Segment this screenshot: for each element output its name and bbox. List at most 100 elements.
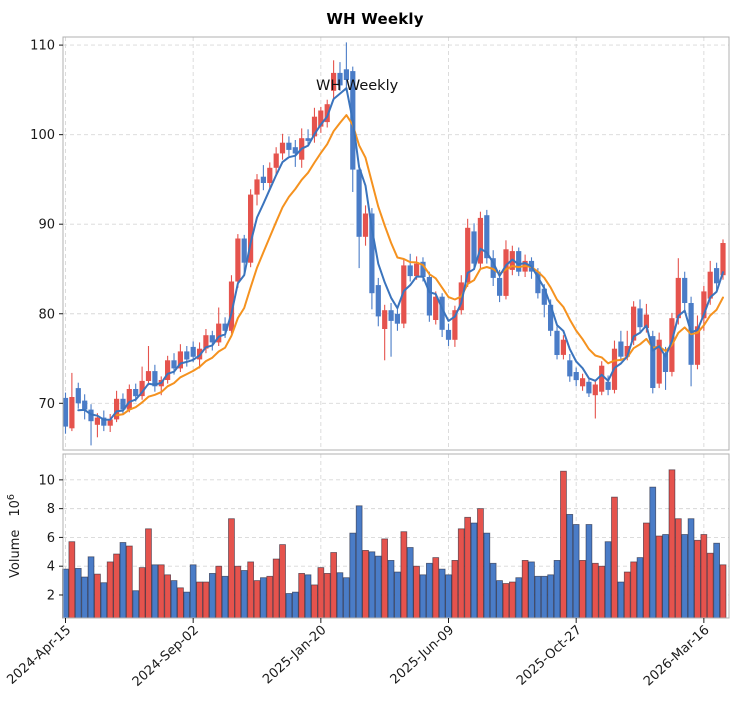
volume-bar xyxy=(560,470,567,619)
candle xyxy=(420,261,426,277)
candle xyxy=(714,268,720,284)
volume-bar xyxy=(304,574,312,619)
svg-text:80: 80 xyxy=(38,307,55,322)
volume-bar xyxy=(362,550,369,619)
candle xyxy=(426,277,432,316)
candle xyxy=(356,169,362,237)
volume-bar xyxy=(126,545,133,619)
candle xyxy=(599,365,605,392)
candle xyxy=(650,336,656,388)
candle xyxy=(184,351,190,360)
volume-bar xyxy=(489,562,497,619)
volume-bar xyxy=(694,539,701,619)
candle xyxy=(126,389,132,410)
candle xyxy=(548,304,554,331)
volume-bar xyxy=(374,555,382,619)
volume-bar xyxy=(598,565,606,619)
volume-bar xyxy=(623,571,631,619)
svg-text:100: 100 xyxy=(30,128,55,143)
volume-bar xyxy=(636,557,644,619)
volume-bar xyxy=(719,564,727,619)
volume-bar xyxy=(349,532,357,619)
candle xyxy=(273,153,279,168)
volume-bar xyxy=(630,561,638,619)
volume-bar xyxy=(457,528,465,619)
price-panel-border xyxy=(62,36,730,451)
volume-bar xyxy=(234,565,242,619)
volume-bar xyxy=(553,560,561,619)
volume-bar xyxy=(675,518,682,619)
volume-bar xyxy=(164,574,171,619)
volume-bar xyxy=(100,582,108,619)
volume-bar xyxy=(438,568,446,619)
candle xyxy=(248,194,254,263)
volume-bar xyxy=(381,538,389,619)
candle xyxy=(631,306,637,341)
candle xyxy=(203,335,209,349)
volume-bar xyxy=(534,575,542,619)
volume-bar xyxy=(311,584,318,619)
candle xyxy=(69,397,75,429)
candle xyxy=(624,346,630,357)
candle xyxy=(707,271,713,299)
volume-bar xyxy=(355,505,363,619)
svg-text:2: 2 xyxy=(47,588,55,603)
volume-bar xyxy=(253,580,261,619)
volume-bar xyxy=(713,542,721,619)
volume-bar xyxy=(247,561,254,619)
candle xyxy=(401,265,407,324)
svg-text:110: 110 xyxy=(30,39,55,54)
volume-bar xyxy=(228,518,235,619)
candle xyxy=(171,360,177,369)
volume-bar xyxy=(425,562,433,619)
volume-bar xyxy=(700,534,708,619)
volume-bar xyxy=(106,561,114,619)
volume-bar xyxy=(189,564,197,619)
volume-bar xyxy=(387,560,395,619)
volume-bar xyxy=(113,553,120,619)
svg-text:2024-Sep-02: 2024-Sep-02 xyxy=(130,623,202,690)
volume-bar xyxy=(81,576,88,619)
candle xyxy=(331,72,337,91)
volume-bar xyxy=(298,573,306,619)
candle xyxy=(445,329,452,340)
volume-bar xyxy=(291,591,299,619)
volume-bar xyxy=(649,486,657,619)
candle xyxy=(107,419,113,426)
candle xyxy=(720,243,726,276)
candle xyxy=(643,314,649,328)
volume-bar xyxy=(183,591,191,619)
candle xyxy=(516,251,522,272)
volume-bar xyxy=(74,568,82,619)
candle xyxy=(209,335,215,343)
candle xyxy=(318,110,324,127)
volume-bar xyxy=(323,573,331,619)
volume-bar xyxy=(668,469,676,619)
candle xyxy=(222,323,228,331)
candle xyxy=(152,371,158,387)
candle xyxy=(662,353,669,372)
chart-annotation: WH Weekly xyxy=(316,78,399,94)
svg-text:70: 70 xyxy=(38,397,55,412)
candle xyxy=(101,417,107,426)
candle xyxy=(190,346,196,357)
svg-text:2026-Mar-16: 2026-Mar-16 xyxy=(641,623,713,689)
candle xyxy=(573,372,579,381)
volume-bar xyxy=(566,514,574,619)
candle xyxy=(586,381,592,394)
candle xyxy=(497,277,503,296)
candle xyxy=(637,308,643,328)
candle xyxy=(465,227,471,283)
candle xyxy=(471,231,477,264)
candle xyxy=(656,339,662,384)
volume-bar xyxy=(413,565,420,619)
volume-bar xyxy=(400,531,408,619)
candle xyxy=(382,310,388,329)
candle xyxy=(286,142,292,150)
volume-bar xyxy=(592,562,599,619)
candle xyxy=(484,215,490,259)
candle xyxy=(592,384,598,396)
candle xyxy=(62,397,69,427)
volume-bar xyxy=(266,575,274,619)
